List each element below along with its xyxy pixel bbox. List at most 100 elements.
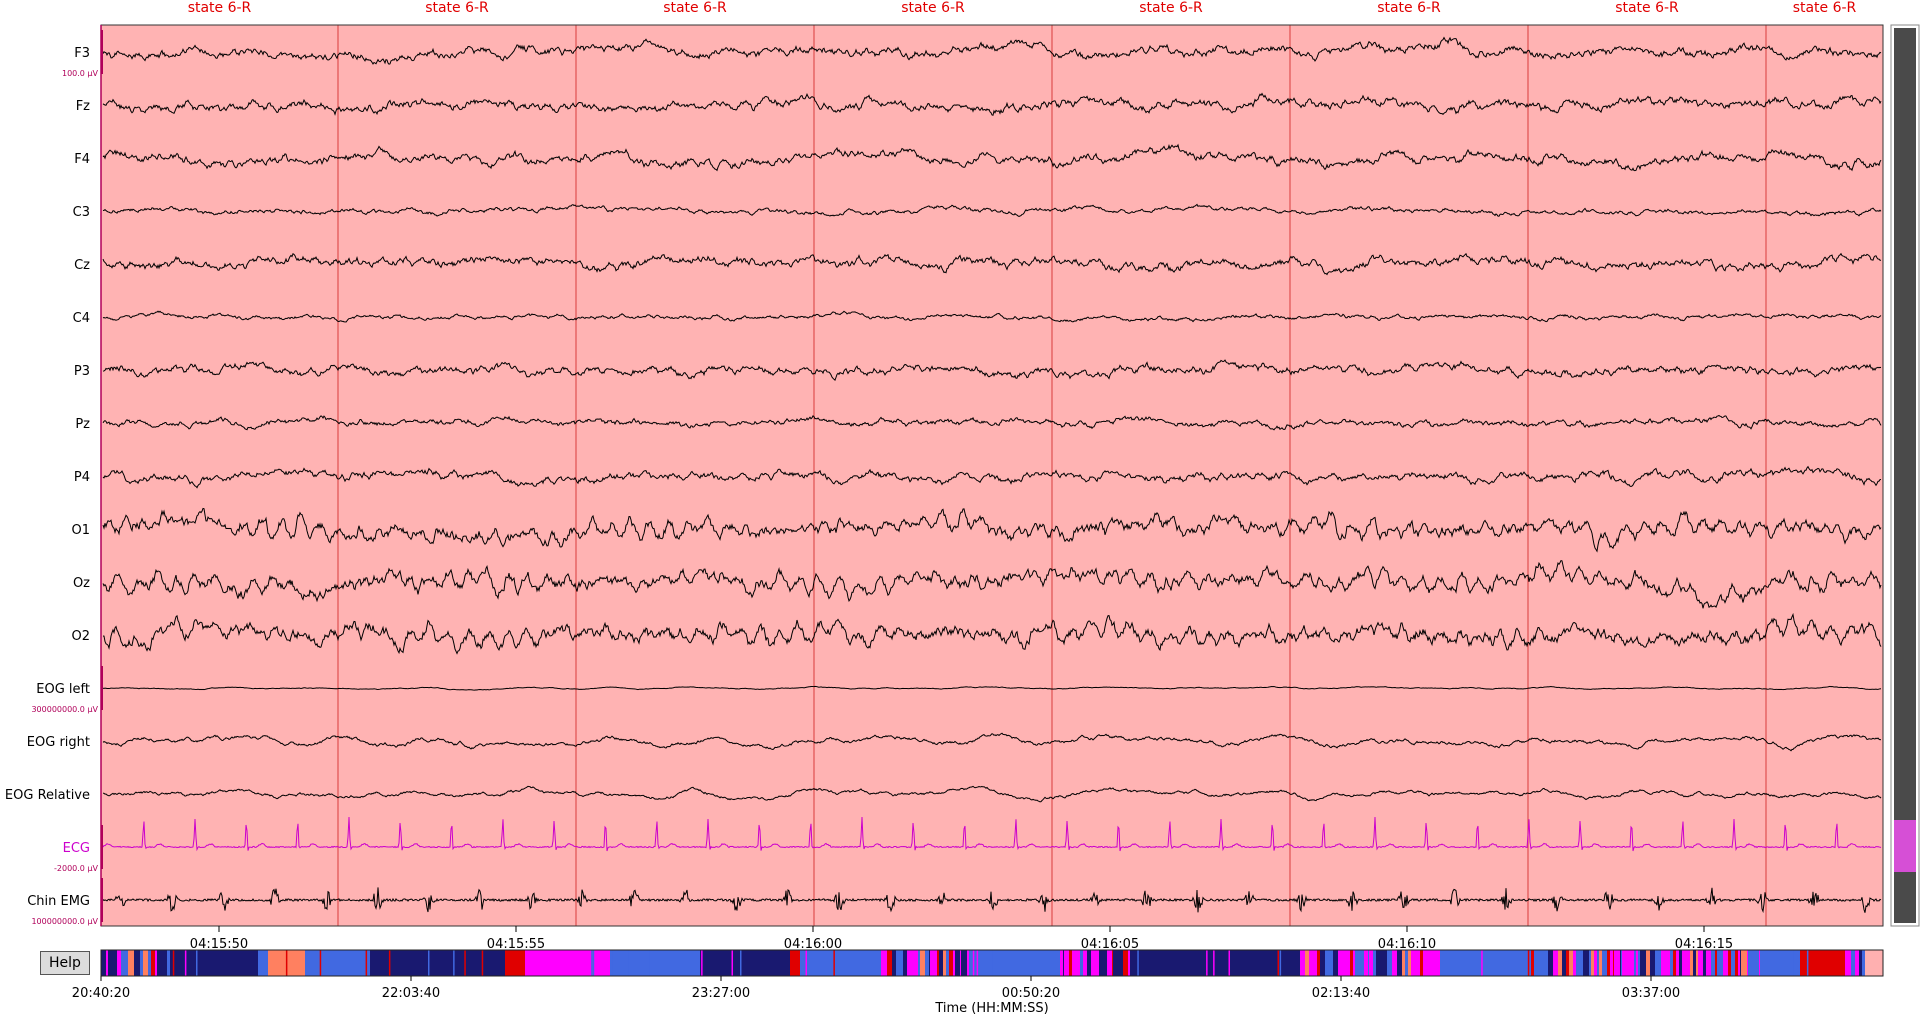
hypnogram-segment bbox=[1847, 950, 1851, 976]
hypnogram-segment bbox=[800, 950, 870, 976]
hypnogram-segment bbox=[1741, 950, 1747, 976]
hypnogram-segment bbox=[1759, 950, 1760, 976]
hypnogram-segment bbox=[1754, 950, 1759, 976]
epoch-label: state 6-R bbox=[901, 0, 965, 16]
channel-scale-label: 300000000.0 µV bbox=[31, 705, 98, 714]
hypnogram-segment bbox=[365, 950, 368, 976]
hypnogram-segment bbox=[1392, 950, 1397, 976]
hypnogram-segment bbox=[1760, 950, 1800, 976]
epoch-label: state 6-R bbox=[1377, 0, 1441, 16]
hypnogram-segment bbox=[1621, 950, 1622, 976]
hypnogram-segment bbox=[305, 950, 370, 976]
hypnogram-segment bbox=[1685, 950, 1690, 976]
hypnogram-segment bbox=[1402, 950, 1405, 976]
hypnogram-segment bbox=[1698, 950, 1703, 976]
hypnogram-tick-label: 02:13:40 bbox=[1312, 986, 1370, 1001]
hypnogram-segment bbox=[1576, 950, 1578, 976]
hypnogram-segment bbox=[1540, 950, 1543, 976]
hypnogram-segment bbox=[162, 950, 167, 976]
hypnogram-segment bbox=[1300, 950, 1304, 976]
hypnogram-segment bbox=[1548, 950, 1553, 976]
hypnogram-segment bbox=[1735, 950, 1738, 976]
hypnogram-segment bbox=[1423, 950, 1429, 976]
hypnogram-segment bbox=[881, 950, 887, 976]
hypnogram-segment bbox=[151, 950, 155, 976]
hypnogram-segment bbox=[184, 950, 187, 976]
signal-trace bbox=[102, 465, 1882, 489]
hypnogram-segment bbox=[970, 950, 1060, 976]
time-tick-label: 04:15:50 bbox=[190, 937, 248, 952]
hypnogram-segment bbox=[172, 950, 175, 976]
hypnogram-segment bbox=[1617, 950, 1620, 976]
help-button[interactable]: Help bbox=[40, 951, 90, 975]
hypnogram-segment bbox=[1636, 950, 1638, 976]
time-tick-label: 04:16:15 bbox=[1675, 937, 1733, 952]
hypnogram-segment bbox=[946, 950, 949, 976]
hypnogram-segment bbox=[1676, 950, 1679, 976]
hypnogram-segment bbox=[1304, 950, 1305, 976]
hypnogram-segment bbox=[119, 950, 121, 976]
hypnogram-segment bbox=[1433, 950, 1438, 976]
hypnogram-tick-label: 00:50:20 bbox=[1002, 986, 1060, 1001]
hypnogram-segment bbox=[1682, 950, 1685, 976]
hypnogram-segment bbox=[648, 950, 650, 976]
hypnogram-segment bbox=[1591, 950, 1594, 976]
hypnogram-segment bbox=[319, 950, 322, 976]
hypnogram-segment bbox=[920, 950, 925, 976]
hypnogram-segment bbox=[525, 950, 610, 976]
hypnogram-segment bbox=[943, 950, 946, 976]
channel-label: F3 bbox=[74, 46, 90, 61]
hypnogram-segment bbox=[591, 950, 593, 976]
hypnogram-segment bbox=[1723, 950, 1728, 976]
signal-trace bbox=[102, 816, 1882, 852]
hypnogram-segment bbox=[1573, 950, 1576, 976]
time-tick-label: 04:15:55 bbox=[487, 937, 545, 952]
hypnogram-segment bbox=[1350, 950, 1353, 976]
hypnogram-segment bbox=[126, 950, 128, 976]
channel-label: P3 bbox=[74, 364, 90, 379]
hypnogram-segment bbox=[1594, 950, 1597, 976]
hypnogram-segment bbox=[1562, 950, 1563, 976]
hypnogram-segment bbox=[1277, 950, 1279, 976]
hypnogram-segment bbox=[991, 950, 993, 976]
hypnogram-segment bbox=[1731, 950, 1735, 976]
hypnogram-segment bbox=[1381, 950, 1387, 976]
hypnogram-segment bbox=[1113, 950, 1119, 976]
hypnogram-segment bbox=[1553, 950, 1558, 976]
signal-trace bbox=[102, 612, 1882, 655]
hypnogram-segment bbox=[1534, 950, 1540, 976]
hypnogram-segment bbox=[1610, 950, 1613, 976]
epoch-label: state 6-R bbox=[1615, 0, 1679, 16]
hypnogram-tick-label: 23:27:00 bbox=[692, 986, 750, 1001]
hypnogram-segment bbox=[140, 950, 143, 976]
hypnogram-segment bbox=[937, 950, 939, 976]
channel-label: Oz bbox=[73, 576, 90, 591]
time-tick-label: 04:16:05 bbox=[1081, 937, 1139, 952]
channel-scale-label: -2000.0 µV bbox=[54, 864, 99, 873]
signal-trace bbox=[102, 143, 1882, 172]
scrollbar-thumb[interactable] bbox=[1894, 820, 1916, 872]
hypnogram-segment bbox=[1715, 950, 1717, 976]
hypnogram-segment bbox=[1728, 950, 1731, 976]
hypnogram-segment bbox=[1578, 950, 1583, 976]
hypnogram-segment bbox=[1646, 950, 1650, 976]
hypnogram-segment bbox=[1622, 950, 1628, 976]
hypnogram-segment bbox=[912, 950, 913, 976]
hypnogram-segment bbox=[101, 950, 106, 976]
signal-trace bbox=[102, 507, 1882, 553]
hypnogram-segment bbox=[1673, 950, 1676, 976]
hypnogram-segment bbox=[1325, 950, 1328, 976]
hypnogram-segment bbox=[740, 950, 742, 976]
hypnogram-segment bbox=[1072, 950, 1074, 976]
hypnogram-segment bbox=[1309, 950, 1312, 976]
hypnogram[interactable] bbox=[100, 949, 1884, 977]
hypnogram-segment bbox=[1650, 950, 1655, 976]
hypnogram-segment bbox=[428, 950, 430, 976]
scrollbar-track[interactable] bbox=[1894, 28, 1916, 923]
hypnogram-segment bbox=[155, 950, 157, 976]
signal-trace bbox=[102, 203, 1882, 217]
hypnogram-segment bbox=[939, 950, 943, 976]
hypnogram-segment bbox=[1664, 950, 1667, 976]
